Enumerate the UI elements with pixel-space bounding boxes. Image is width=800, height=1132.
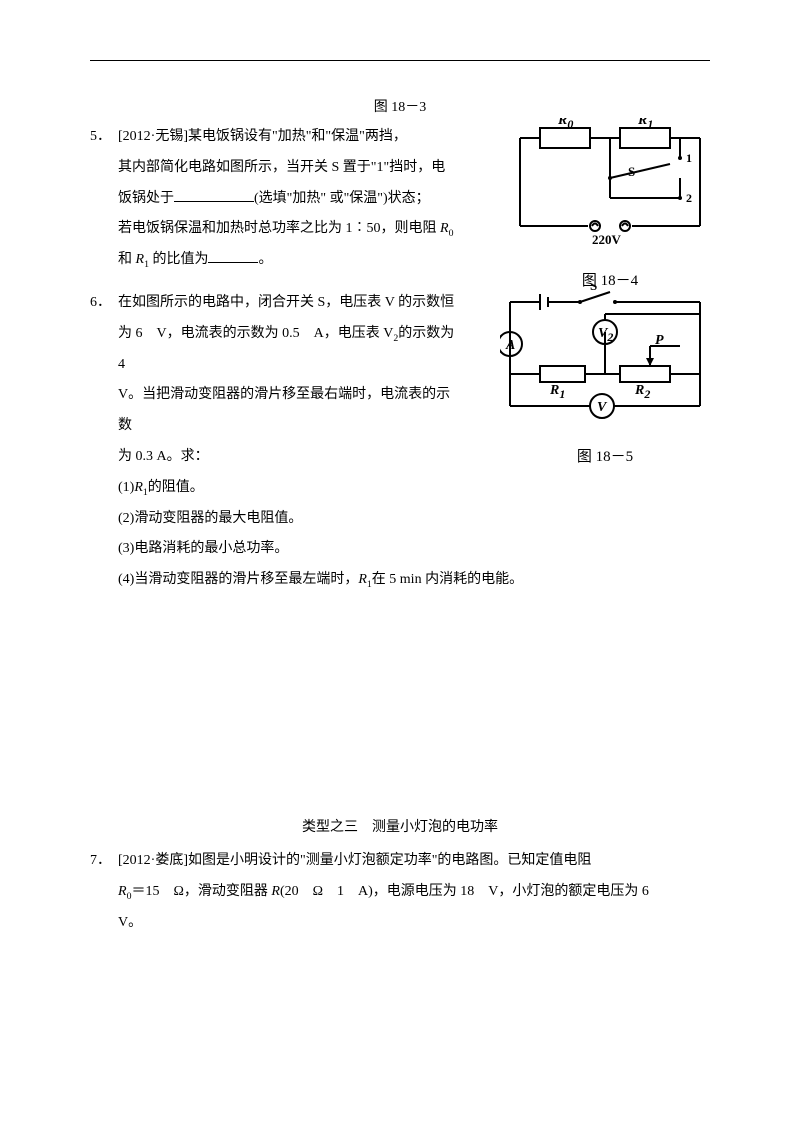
- section-title-type3: 类型之三 测量小灯泡的电功率: [90, 816, 710, 836]
- problem-6-subitems: (1)R1的阻值。 (2)滑动变阻器的最大电阻值。 (3)电路消耗的最小总功率。…: [118, 473, 710, 596]
- svg-text:R0: R0: [557, 118, 573, 131]
- problem-7: 7． [2012·娄底]如图是小明设计的"测量小灯泡额定功率"的电路图。已知定值…: [90, 846, 710, 938]
- q6-i1a: (1): [118, 480, 134, 495]
- q6-i4a: (4)当滑动变阻器的滑片移至最左端时，: [118, 572, 358, 587]
- fig5-A: A: [505, 338, 515, 353]
- q5-line5b: 的比值为: [149, 252, 209, 267]
- fig5-V: V: [597, 400, 608, 415]
- problem-5: 5． [2012·无锡]某电饭锅设有"加热"和"保温"两挡， 其内部简化电路如图…: [90, 122, 710, 276]
- page: 图 18－3 5． [2012·无锡]某电饭锅设有"加热"和"保温"两挡， 其内…: [0, 0, 800, 1132]
- fig4-one: 1: [686, 151, 692, 165]
- q5-line3b: (选填"加热" 或"保温")状态；: [254, 191, 430, 206]
- problem-5-body: [2012·无锡]某电饭锅设有"加热"和"保温"两挡， 其内部简化电路如图所示，…: [118, 122, 458, 276]
- problem-6: 6． 在如图所示的电路中，闭合开关 S，电压表 V 的示数恒 为 6 V，电流表…: [90, 288, 710, 596]
- q6-item1: (1)R1的阻值。: [118, 473, 710, 504]
- blank-1: [174, 187, 254, 202]
- fig5-V2sub: 2: [606, 330, 613, 344]
- q6-item3: (3)电路消耗的最小总功率。: [118, 534, 710, 565]
- fig4-volt: 220V: [592, 232, 622, 247]
- fig5-S: S: [590, 284, 597, 293]
- q6-item4: (4)当滑动变阻器的滑片移至最左端时，R1在 5 min 内消耗的电能。: [118, 565, 710, 596]
- figure-18-3-label: 图 18－3: [90, 96, 710, 116]
- q6-i1b: 的阻值。: [148, 480, 204, 495]
- fig4-R1: R: [637, 118, 647, 128]
- q6-l2a: 为 6 V，电流表的示数为 0.5 A，电压表 V: [118, 326, 393, 341]
- problem-7-body: [2012·娄底]如图是小明设计的"测量小灯泡额定功率"的电路图。已知定值电阻 …: [118, 846, 710, 938]
- q5-line4a: 若电饭锅保温和加热时总功率之比为 1∶50，则电阻: [118, 221, 440, 236]
- svg-text:P: P: [655, 333, 664, 348]
- q5-r0: R: [440, 221, 449, 236]
- q5-line2: 其内部简化电路如图所示，当开关 S 置于"1"挡时，电: [118, 160, 445, 175]
- svg-text:R1: R1: [637, 118, 653, 131]
- q7-l2b: ＝15 Ω，滑动变阻器: [131, 884, 271, 899]
- figure-18-5-caption: 图 18－5: [500, 441, 710, 474]
- circuit-18-4-svg: R0 R1 S 1 2: [510, 118, 710, 248]
- q7-l1: [2012·娄底]如图是小明设计的"测量小灯泡额定功率"的电路图。已知定值电阻: [118, 853, 591, 868]
- q7-l2c: (20 Ω 1 A)，电源电压为 18 V，小灯泡的额定电压为 6: [280, 884, 649, 899]
- fig4-S: S: [628, 164, 635, 179]
- q6-i4r: R: [358, 572, 367, 587]
- q7-R: R: [271, 884, 280, 899]
- problem-6-body: 在如图所示的电路中，闭合开关 S，电压表 V 的示数恒 为 6 V，电流表的示数…: [118, 288, 458, 473]
- q7-R0: R: [118, 884, 127, 899]
- fig5-R1sub: 1: [559, 387, 565, 401]
- q6-item2: (2)滑动变阻器的最大电阻值。: [118, 504, 710, 535]
- problem-6-number: 6．: [90, 288, 111, 319]
- q7-l3: V。: [118, 915, 142, 930]
- q6-i1r: R: [134, 480, 143, 495]
- circuit-18-5-svg: S A P: [500, 284, 710, 424]
- q6-l3: V。当把滑动变阻器的滑片移至最右端时，电流表的示数: [118, 387, 450, 433]
- problem-5-number: 5．: [90, 122, 111, 153]
- fig4-R1sub: 1: [647, 118, 653, 131]
- content-area: 图 18－3 5． [2012·无锡]某电饭锅设有"加热"和"保温"两挡， 其内…: [90, 90, 710, 950]
- blank-2: [208, 248, 258, 263]
- top-rule: [90, 60, 710, 61]
- q6-l1: 在如图所示的电路中，闭合开关 S，电压表 V 的示数恒: [118, 295, 454, 310]
- figure-18-4: R0 R1 S 1 2: [510, 118, 710, 298]
- fig4-two: 2: [686, 191, 692, 205]
- q5-line5a: 和: [118, 252, 136, 267]
- fig5-P: P: [655, 333, 664, 348]
- q6-l4: 为 0.3 A。求：: [118, 449, 209, 464]
- fig5-R2sub: 2: [643, 387, 650, 401]
- fig5-R2: R: [634, 383, 644, 398]
- q6-i4b: 在 5 min 内消耗的电能。: [372, 572, 523, 587]
- fig4-R0: R: [557, 118, 567, 128]
- q5-line5c: 。: [258, 252, 272, 267]
- q5-r0-sub: 0: [449, 228, 454, 239]
- figure-18-5: S A P: [500, 284, 710, 474]
- q5-line3a: 饭锅处于: [118, 191, 174, 206]
- problem-7-number: 7．: [90, 846, 111, 877]
- svg-text:R2: R2: [634, 383, 650, 401]
- svg-text:R1: R1: [549, 383, 565, 401]
- q5-r1: R: [136, 252, 145, 267]
- fig5-R1: R: [549, 383, 559, 398]
- q5-line1: [2012·无锡]某电饭锅设有"加热"和"保温"两挡，: [118, 129, 407, 144]
- fig4-R0sub: 0: [567, 118, 573, 131]
